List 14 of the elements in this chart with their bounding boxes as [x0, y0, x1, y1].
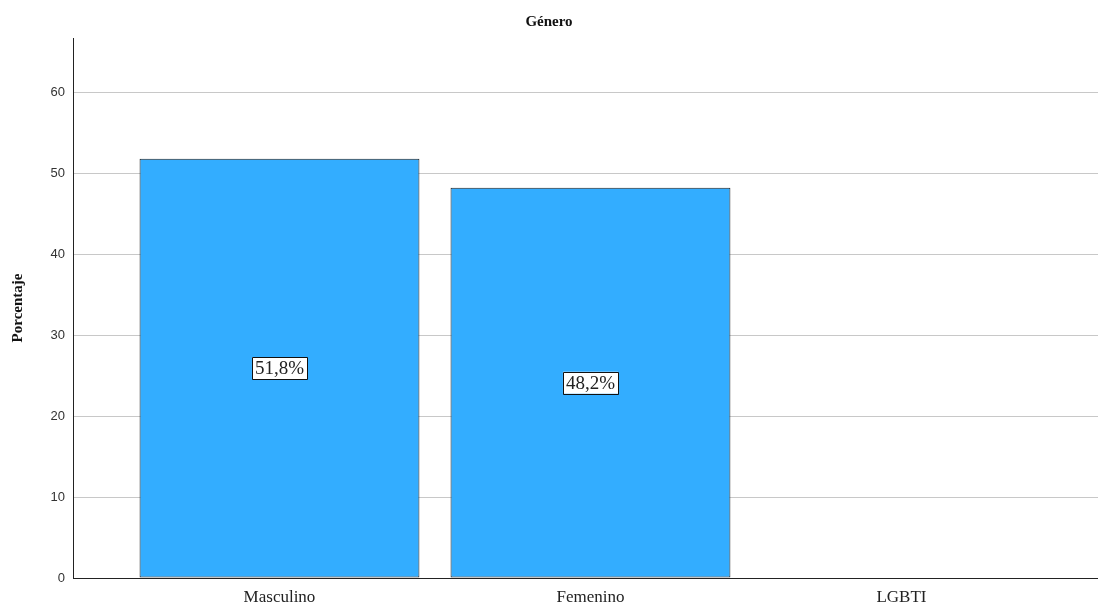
x-tick-label: LGBTI	[876, 586, 927, 606]
y-tick-label: 0	[57, 569, 65, 585]
y-axis-title: Porcentaje	[8, 273, 25, 343]
y-tick-label: 20	[50, 407, 65, 423]
y-tick-label: 10	[50, 488, 65, 504]
x-tick-label: Masculino	[243, 586, 316, 606]
data-label: 51,8%	[254, 357, 305, 379]
x-tick-label: Femenino	[556, 586, 625, 606]
y-tick-label: 40	[50, 245, 65, 261]
y-tick-label: 50	[50, 164, 65, 180]
data-label: 48,2%	[565, 371, 616, 393]
y-tick-label: 60	[50, 83, 65, 99]
y-tick-label: 30	[50, 326, 65, 342]
chart-title: Género	[525, 12, 573, 29]
